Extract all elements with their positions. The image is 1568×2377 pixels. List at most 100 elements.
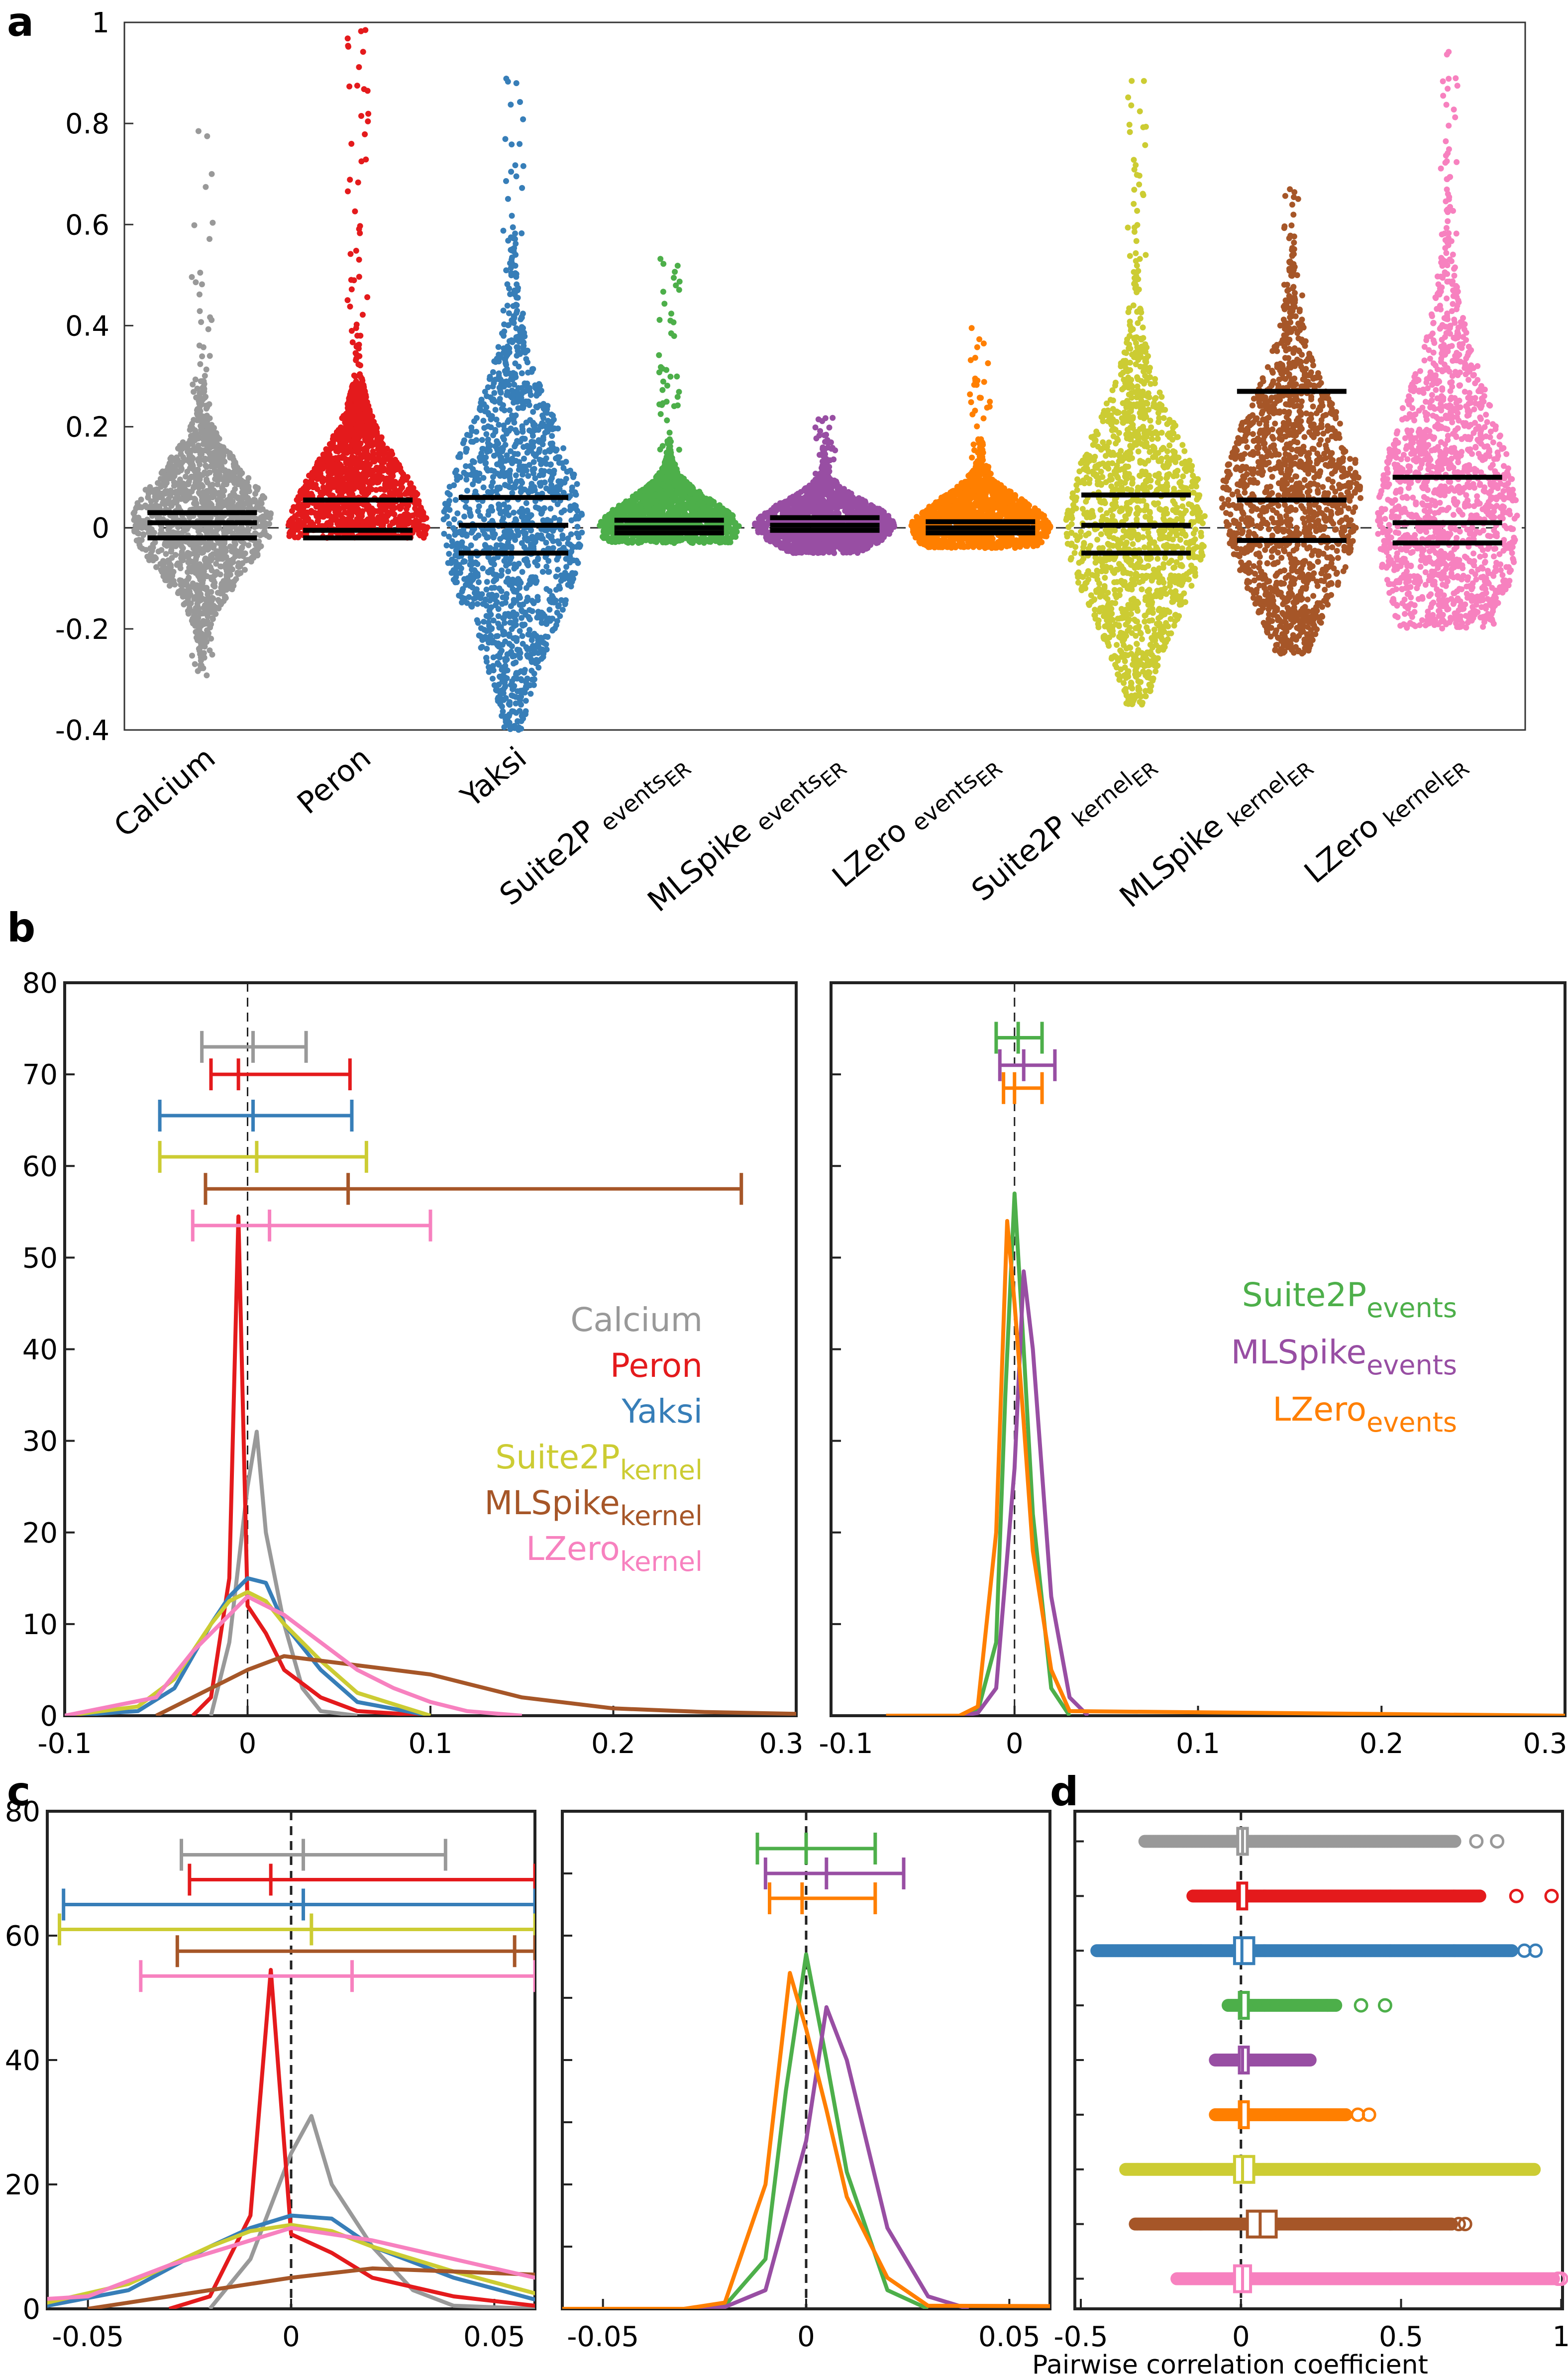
swarm-point <box>356 274 362 280</box>
swarm-point <box>504 470 511 476</box>
swarm-point <box>543 563 550 570</box>
swarm-point <box>560 445 567 451</box>
swarm-point <box>506 349 513 356</box>
swarm-point <box>232 541 239 547</box>
swarm-point <box>517 602 523 608</box>
swarm-point <box>133 516 139 522</box>
swarm-point <box>419 510 425 517</box>
swarm-point <box>522 667 528 673</box>
swarm-point <box>197 461 203 468</box>
swarm-point <box>212 611 219 617</box>
swarm-point <box>534 597 541 603</box>
swarm-point <box>203 462 209 469</box>
swarm-point <box>511 414 517 420</box>
swarm-point <box>492 407 499 413</box>
swarm-point <box>217 460 224 466</box>
swarm-point <box>244 479 250 485</box>
swarm-point <box>407 487 413 493</box>
swarm-point <box>179 485 185 492</box>
swarm-point <box>501 614 508 620</box>
swarm-point <box>553 587 559 593</box>
swarm-point <box>185 595 191 601</box>
swarm-point <box>501 629 508 635</box>
swarm-point <box>519 436 525 442</box>
swarm-point <box>191 432 197 438</box>
swarm-point <box>522 463 528 470</box>
swarm-point <box>510 224 516 230</box>
swarm-point <box>360 470 367 477</box>
swarm-point <box>356 256 362 263</box>
swarm-point <box>539 441 546 447</box>
swarm-point <box>229 586 235 593</box>
swarm-point <box>192 610 199 616</box>
swarm-point <box>452 497 459 503</box>
swarm-point <box>519 230 525 236</box>
swarm-point <box>345 435 351 442</box>
swarm-point <box>484 393 490 400</box>
swarm-point <box>550 626 556 633</box>
swarm-point <box>355 361 362 368</box>
swarm-point <box>507 534 513 540</box>
swarm-point <box>354 386 361 393</box>
swarm-point <box>489 585 495 591</box>
swarm-point <box>242 567 248 573</box>
swarm-point <box>509 247 515 254</box>
swarm-point <box>207 314 213 320</box>
swarm-point <box>347 304 353 310</box>
swarm-point <box>213 561 219 567</box>
swarm-point <box>480 417 487 424</box>
swarm-point <box>499 601 505 607</box>
swarm-point <box>366 508 372 514</box>
swarm-point <box>511 314 518 320</box>
swarm-point <box>318 461 325 467</box>
swarm-point <box>412 505 418 512</box>
swarm-point <box>212 455 218 461</box>
swarm-point <box>239 470 245 476</box>
swarm-point <box>200 491 206 497</box>
swarm-point <box>506 504 512 511</box>
swarm-point <box>250 498 256 505</box>
panel-label-c: c <box>7 1768 30 1815</box>
swarm-point <box>205 613 211 620</box>
swarm-point <box>508 169 515 175</box>
swarm-point <box>352 373 358 380</box>
swarm-point <box>523 556 529 562</box>
swarm-point <box>553 489 560 495</box>
swarm-point <box>314 513 320 519</box>
swarm-point <box>508 620 515 626</box>
swarm-point <box>521 455 527 462</box>
swarm-point <box>205 540 211 546</box>
swarm-point <box>207 415 213 421</box>
swarm-point <box>486 664 492 670</box>
swarm-point <box>454 473 460 480</box>
panel-a-ytick-label: 0.6 <box>65 209 109 241</box>
swarm-point <box>397 514 403 520</box>
swarm-point <box>466 575 472 581</box>
swarm-point <box>163 551 169 557</box>
swarm-point <box>255 503 261 510</box>
panel-a-ytick-label: 0 <box>92 513 109 545</box>
swarm-point <box>495 344 502 350</box>
swarm-point <box>529 608 535 615</box>
swarm-point <box>444 490 451 496</box>
swarm-point <box>179 543 185 550</box>
swarm-point <box>495 633 501 639</box>
swarm-point <box>187 475 194 481</box>
swarm-point <box>252 491 258 497</box>
swarm-point <box>502 482 508 488</box>
panel-a-ytick-label: -0.4 <box>55 715 109 747</box>
swarm-point <box>314 468 320 475</box>
swarm-point <box>510 693 517 699</box>
swarm-point <box>266 534 272 540</box>
swarm-point <box>202 620 208 626</box>
swarm-point <box>519 569 525 575</box>
swarm-point <box>546 569 552 575</box>
swarm-point <box>147 484 153 490</box>
swarm-point <box>331 514 338 519</box>
swarm-point <box>460 586 466 592</box>
swarm-point <box>524 449 530 456</box>
swarm-point <box>362 433 368 440</box>
swarm-point <box>254 552 261 559</box>
swarm-point <box>484 579 490 585</box>
swarm-point <box>202 373 208 379</box>
